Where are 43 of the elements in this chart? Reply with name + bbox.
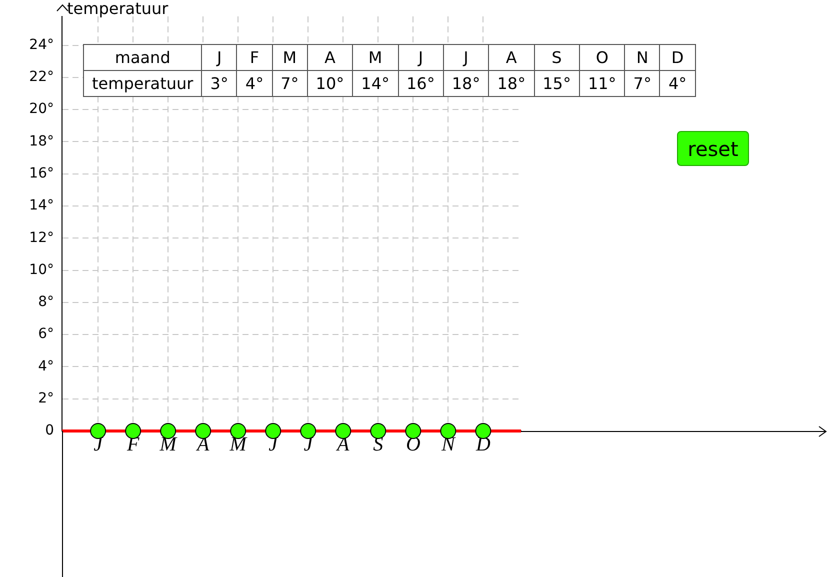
- y-tick-label: 16°: [29, 166, 54, 182]
- annotation: 18°: [443, 70, 489, 96]
- annotation: A: [488, 44, 534, 70]
- text: N: [624, 44, 660, 70]
- annotation: 4°: [236, 70, 272, 96]
- annotation: 7°: [272, 70, 308, 96]
- text: 15°: [534, 70, 580, 96]
- text: reset: [677, 131, 749, 166]
- text: 4°: [660, 70, 696, 96]
- y-tick-label: 4°: [38, 358, 54, 374]
- annotation: 3°: [202, 70, 237, 96]
- y-tick-label: 0: [45, 422, 54, 439]
- annotation: 16°: [398, 70, 444, 96]
- y-tick-label: 22°: [29, 69, 54, 86]
- text: O: [579, 44, 625, 70]
- annotation: 14°: [352, 70, 398, 96]
- y-tick-label: 24°: [29, 36, 54, 53]
- annotation: F: [236, 44, 272, 70]
- y-tick-label: 20°: [29, 101, 54, 118]
- text: 11°: [579, 70, 625, 96]
- y-tick-label: 8°: [38, 294, 54, 310]
- y-tick-label: 6°: [38, 326, 54, 342]
- x-tick-label: M: [228, 433, 248, 456]
- y-tick-label: 18°: [29, 133, 54, 150]
- annotation: J: [443, 44, 489, 70]
- annotation: M: [352, 44, 398, 70]
- annotation: temperatuur: [84, 70, 202, 96]
- y-tick-label: 2°: [38, 390, 54, 406]
- annotation: J: [398, 44, 444, 70]
- text: D: [660, 44, 696, 70]
- y-axis-title: temperatuur: [67, 0, 169, 18]
- annotation: maand: [84, 44, 202, 70]
- annotation: M: [272, 44, 308, 70]
- annotation: 18°: [488, 70, 534, 96]
- y-tick-label: 14°: [29, 198, 54, 214]
- annotation: A: [307, 44, 353, 70]
- y-tick-label: 12°: [29, 230, 54, 246]
- text: S: [534, 44, 580, 70]
- annotation: 10°: [307, 70, 353, 96]
- text: 7°: [624, 70, 660, 96]
- x-tick-label: M: [158, 433, 178, 456]
- annotation: J: [202, 44, 237, 70]
- y-tick-label: 10°: [29, 262, 54, 278]
